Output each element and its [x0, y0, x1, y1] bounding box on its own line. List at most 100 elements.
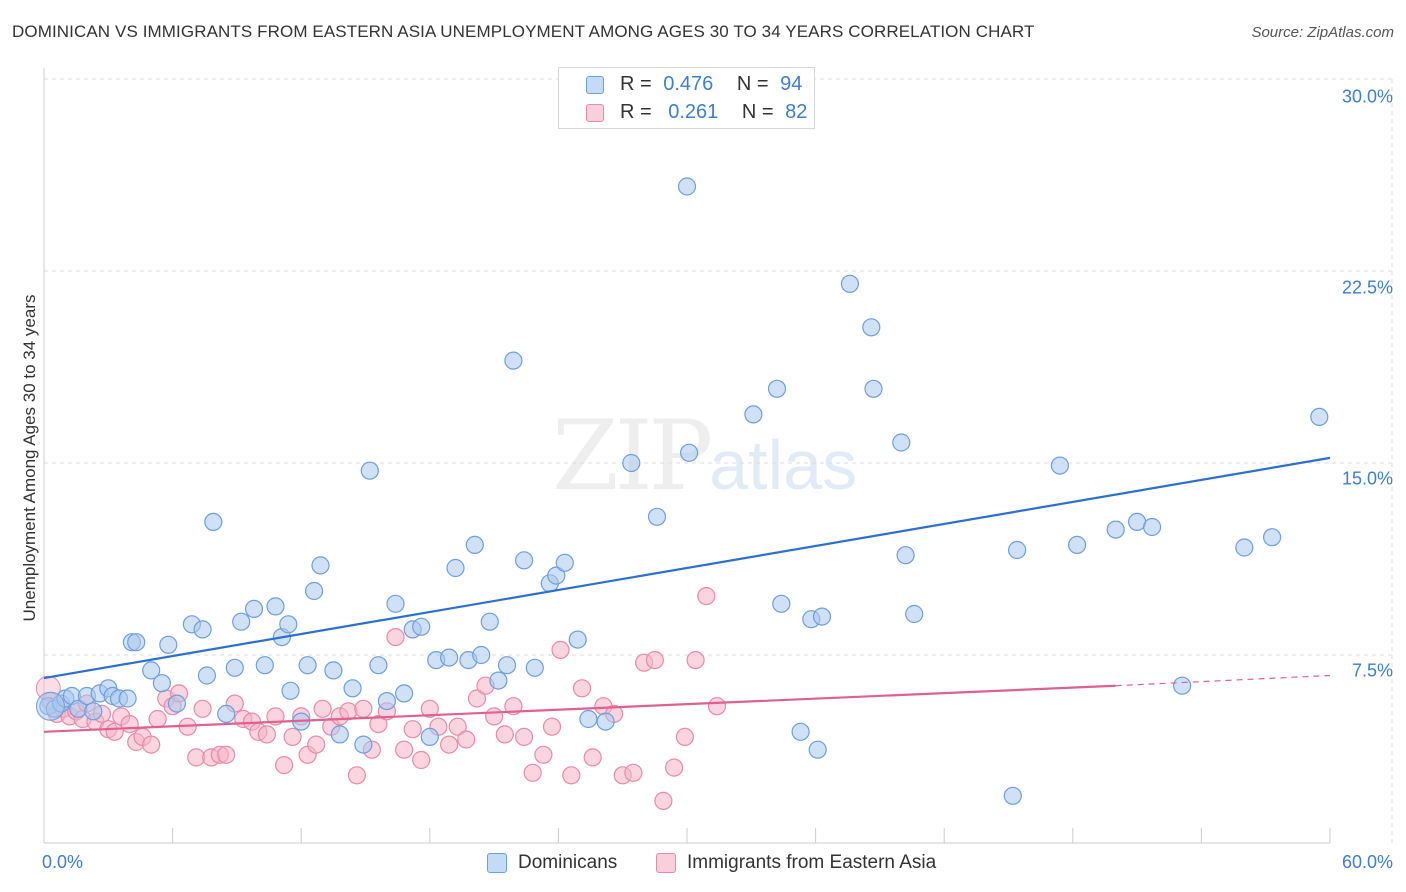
blue-point [679, 443, 699, 462]
r-value: 0.261 [668, 101, 719, 123]
pink-point [395, 740, 414, 759]
pink-point [339, 702, 358, 721]
blue-point [622, 453, 641, 473]
pink-point [420, 699, 439, 718]
blue-point [142, 661, 161, 680]
blue-point [555, 553, 574, 572]
pink-point [148, 709, 167, 729]
blue-point [84, 702, 103, 721]
blue-point [420, 727, 439, 747]
blue-point [514, 551, 534, 570]
legend-item-dominicans: Dominicans [487, 852, 657, 876]
y-tick-label: 22.5% [1341, 277, 1393, 298]
x-tick-label: 60.0% [1341, 852, 1393, 872]
pink-trend-extension [1115, 674, 1331, 687]
blue-point [167, 694, 186, 713]
legend-item-eastern-asia: Immigrants from Eastern Asia [656, 852, 976, 876]
legend-swatch-pink [586, 104, 604, 122]
blue-point [497, 656, 517, 675]
blue-point [35, 691, 65, 721]
blue-point [647, 507, 667, 526]
blue-point [1067, 535, 1087, 555]
blue-point [791, 722, 810, 741]
blue-point [1142, 517, 1162, 537]
blue-point [440, 648, 459, 667]
y-axis-label: Unemployment Among Ages 30 to 34 years [20, 294, 39, 622]
r-label: R = [620, 101, 652, 123]
blue-point [204, 512, 223, 532]
watermark-atlas: atlas [709, 426, 858, 504]
blue-point [324, 661, 343, 680]
blue-point [840, 274, 860, 293]
pink-point [457, 730, 476, 749]
legend-text: R = 0.476 N = 94 [620, 73, 802, 96]
source-label: Source: ZipAtlas.com [1251, 24, 1394, 41]
blue-point [266, 597, 285, 616]
n-label: N = [741, 101, 774, 123]
blue-point [812, 607, 832, 626]
pink-point [257, 725, 276, 744]
blue-point [232, 612, 251, 631]
blue-point [311, 556, 330, 575]
pink-point [645, 650, 665, 670]
blue-point [279, 615, 298, 634]
blue-point [1003, 786, 1022, 805]
blue-point [159, 635, 178, 654]
blue-point [465, 535, 484, 555]
blue-point [579, 709, 598, 729]
blue-point [862, 318, 881, 337]
pink-point [403, 720, 422, 739]
blue-point [504, 351, 523, 370]
pink-point [369, 714, 388, 734]
legend-text: R = 0.261 N = 82 [620, 101, 807, 124]
y-tick-label: 7.5% [1351, 660, 1393, 681]
blue-point [864, 379, 883, 398]
blue-point [217, 704, 236, 724]
blue-point [1310, 407, 1329, 426]
n-value: 82 [785, 101, 808, 123]
x-tick-label: 0.0% [42, 852, 84, 872]
blue-point [905, 604, 924, 624]
pink-point [542, 717, 562, 736]
pink-point [675, 727, 695, 747]
blue-point [547, 566, 566, 585]
blue-point [377, 691, 396, 711]
blue-point [298, 656, 317, 675]
pink-point [624, 763, 643, 782]
pink-point [534, 745, 553, 764]
blue-point [472, 645, 491, 665]
blue-point [1007, 540, 1027, 560]
pink-point [120, 714, 139, 734]
pink-point [105, 722, 124, 741]
blue-point [395, 684, 414, 703]
blue-point [767, 379, 787, 398]
blue-point [1050, 456, 1070, 475]
blue-point [244, 599, 264, 619]
blue-point [360, 461, 379, 480]
blue-point [305, 581, 324, 601]
pink-point [283, 727, 302, 747]
pink-point [495, 725, 514, 744]
trend-lines [43, 456, 1331, 733]
blue-point [255, 656, 274, 675]
n-value: 94 [780, 73, 803, 95]
y-tick-label: 15.0% [1341, 468, 1393, 489]
blue-point [446, 558, 465, 578]
legend-swatch-blue [586, 76, 604, 94]
pink-point [583, 748, 602, 767]
blue-point [596, 712, 615, 731]
pink-point [412, 750, 431, 770]
pink-point [275, 755, 294, 775]
blue-point [480, 612, 499, 631]
blue-point [1262, 528, 1282, 547]
pink-point [448, 717, 467, 736]
blue-point [152, 674, 171, 693]
blue-point [772, 594, 791, 613]
blue-trend-line [43, 456, 1331, 680]
blue-point [354, 735, 373, 754]
pink-point [697, 586, 716, 606]
blue-point [225, 658, 244, 677]
blue-point [1235, 538, 1254, 557]
pink-series-points [35, 586, 727, 811]
blue-point [412, 617, 431, 636]
